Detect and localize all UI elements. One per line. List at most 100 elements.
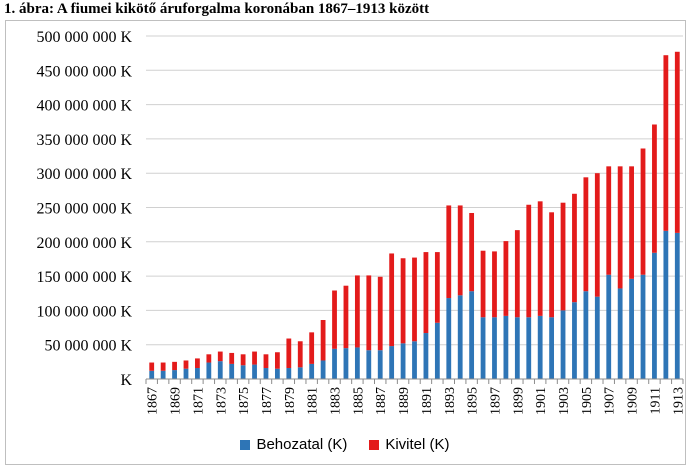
- x-tick-label: 1879: [283, 387, 298, 415]
- bar-import: [366, 350, 372, 379]
- bar-import: [377, 350, 383, 379]
- x-tick-label: 1875: [237, 387, 252, 415]
- bar-import: [457, 295, 463, 379]
- bar-export: [217, 351, 223, 362]
- x-tick-label: 1903: [557, 387, 572, 415]
- bar-import: [172, 370, 177, 379]
- bar-export: [629, 166, 634, 279]
- bar-import: [274, 368, 280, 379]
- bar-export: [503, 241, 509, 316]
- bar-import: [434, 322, 440, 379]
- x-tick-label: 1871: [191, 387, 206, 415]
- bar-import: [217, 361, 223, 379]
- bar-export: [674, 51, 680, 233]
- x-tick-label: 1907: [603, 387, 618, 415]
- bar-export: [412, 257, 417, 342]
- bar-import: [183, 368, 189, 379]
- bar-import: [286, 368, 292, 379]
- y-tick-label: K: [120, 372, 132, 389]
- bar-export: [366, 275, 372, 351]
- bar-import: [412, 341, 417, 379]
- bar-export: [195, 358, 200, 369]
- y-tick-label: 100 000 000 K: [36, 303, 132, 320]
- chart-legend: Behozatal (K) Kivitel (K): [0, 436, 690, 453]
- y-tick-label: 300 000 000 K: [36, 166, 132, 183]
- bar-import: [549, 317, 555, 379]
- bar-import: [354, 347, 360, 379]
- bar-import: [195, 368, 200, 379]
- bar-import: [617, 288, 623, 379]
- bar-export: [274, 352, 280, 369]
- x-tick-label: 1885: [351, 387, 366, 415]
- bar-export: [229, 352, 235, 364]
- bar-export: [252, 351, 257, 365]
- bar-export: [652, 124, 657, 253]
- chart-frame: [5, 20, 686, 465]
- bar-import: [297, 367, 303, 379]
- bar-export: [389, 253, 395, 347]
- bar-import: [480, 317, 486, 379]
- bar-export: [537, 201, 543, 316]
- y-tick-label: 450 000 000 K: [36, 63, 132, 80]
- bar-export: [423, 252, 429, 334]
- bar-export: [354, 275, 360, 348]
- bar-export: [172, 361, 177, 371]
- bar-import: [343, 348, 349, 379]
- bar-export: [263, 354, 269, 369]
- bar-import: [332, 348, 337, 379]
- bar-import: [389, 346, 395, 379]
- bar-export: [297, 341, 303, 368]
- bar-export: [240, 354, 246, 366]
- bar-export: [572, 193, 577, 303]
- bar-export: [663, 55, 669, 231]
- chart-title: 1. ábra: A fiumei kikötő áruforgalma kor…: [4, 1, 430, 17]
- x-tick-label: 1901: [534, 387, 549, 415]
- x-tick-label: 1883: [329, 387, 344, 415]
- bar-import: [594, 296, 600, 379]
- y-tick-label: 350 000 000 K: [36, 132, 132, 149]
- x-tick-label: 1887: [374, 387, 389, 415]
- x-tick-label: 1909: [626, 387, 641, 415]
- bar-export: [149, 362, 155, 371]
- y-tick-label: 150 000 000 K: [36, 269, 132, 286]
- x-tick-label: 1873: [214, 387, 229, 415]
- bar-export: [320, 320, 326, 361]
- bar-export: [183, 360, 189, 369]
- bar-import: [206, 362, 212, 379]
- bar-import: [400, 343, 406, 379]
- bar-import: [469, 291, 475, 379]
- bar-import: [663, 230, 669, 379]
- x-tick-label: 1905: [580, 387, 595, 415]
- bar-export: [549, 212, 555, 318]
- y-tick-label: 50 000 000 K: [44, 338, 132, 355]
- y-tick-label: 400 000 000 K: [36, 98, 132, 115]
- bar-import: [229, 363, 235, 379]
- bar-export: [583, 177, 589, 292]
- x-tick-label: 1891: [420, 387, 435, 415]
- bar-import: [606, 274, 612, 379]
- x-tick-label: 1889: [397, 387, 412, 415]
- bar-export: [400, 258, 406, 344]
- x-tick-label: 1895: [466, 387, 481, 415]
- bar-import: [423, 333, 429, 379]
- bar-export: [206, 354, 212, 363]
- bar-export: [606, 166, 612, 275]
- bar-export: [286, 338, 292, 369]
- bar-export: [434, 252, 440, 323]
- bar-export: [160, 362, 166, 371]
- bar-import: [629, 278, 634, 379]
- legend-item-import: Behozatal (K): [240, 436, 347, 453]
- x-tick-label: 1881: [306, 387, 321, 415]
- x-tick-label: 1911: [648, 387, 663, 414]
- bar-import: [320, 360, 326, 379]
- bar-import: [526, 317, 532, 379]
- x-tick-label: 1913: [671, 387, 686, 415]
- bar-export: [617, 166, 623, 289]
- bar-export: [492, 251, 497, 318]
- bar-import: [583, 291, 589, 379]
- bar-export: [560, 202, 566, 311]
- bar-export: [332, 290, 337, 349]
- legend-swatch-export: [369, 439, 380, 450]
- legend-label-export: Kivitel (K): [385, 436, 450, 453]
